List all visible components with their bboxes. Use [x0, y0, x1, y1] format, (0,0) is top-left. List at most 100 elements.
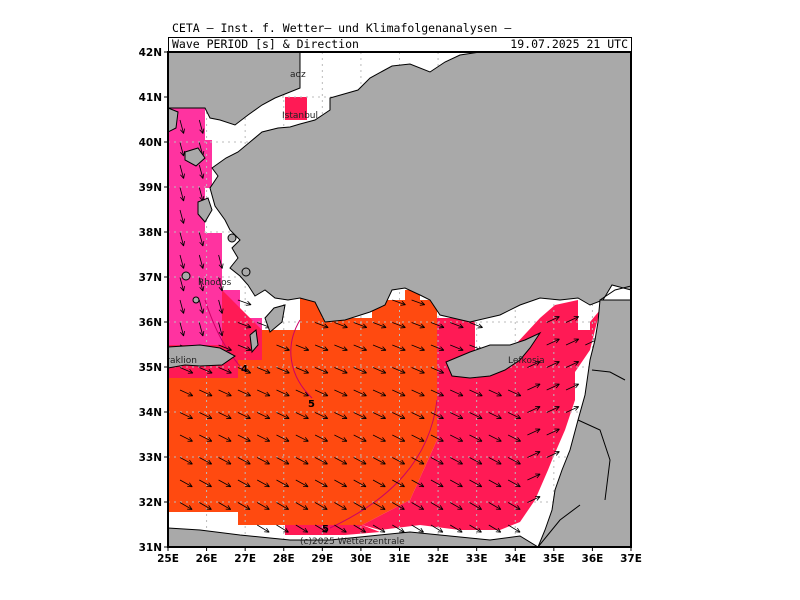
direction-arrow	[430, 389, 444, 397]
direction-arrow	[295, 502, 309, 510]
lat-label: 38N	[139, 227, 162, 239]
direction-arrow	[314, 344, 329, 352]
direction-arrow	[430, 479, 444, 488]
contour-4	[204, 299, 246, 373]
direction-arrow	[218, 479, 232, 488]
lon-label: 33E	[466, 553, 488, 565]
field-aegean	[168, 108, 262, 345]
direction-arrow	[527, 473, 541, 481]
direction-arrow	[295, 412, 309, 419]
direction-arrow	[450, 457, 463, 465]
direction-arrow	[430, 524, 444, 533]
direction-arrow	[353, 502, 367, 510]
direction-arrow	[411, 412, 425, 419]
direction-arrow	[199, 412, 213, 419]
direction-arrow	[334, 389, 348, 397]
direction-arrow	[334, 367, 348, 374]
contour-labels: 4 5 5	[241, 364, 329, 535]
field-5-6s	[168, 290, 437, 525]
direction-arrow	[546, 428, 560, 436]
direction-arrow	[237, 412, 251, 419]
direction-arrow	[256, 502, 270, 510]
direction-arrow	[450, 412, 464, 419]
land-crete	[168, 344, 236, 369]
direction-arrow	[546, 338, 560, 346]
direction-arrow	[295, 389, 309, 397]
direction-arrow	[218, 434, 232, 442]
direction-arrow	[392, 322, 406, 329]
land-karpathos	[249, 329, 259, 354]
direction-arrow	[411, 479, 425, 488]
direction-arrow	[334, 479, 347, 488]
direction-arrow	[392, 344, 406, 352]
direction-arrow	[198, 254, 205, 269]
lon-label: 34E	[504, 553, 526, 565]
direction-arrow	[430, 412, 444, 419]
direction-arrow	[179, 434, 193, 442]
direction-arrow	[546, 406, 560, 413]
direction-arrow	[372, 479, 386, 488]
lon-label: 29E	[311, 553, 333, 565]
direction-arrow	[276, 344, 290, 352]
direction-arrow	[295, 367, 309, 374]
direction-arrow	[179, 412, 193, 419]
product-title: Wave PERIOD [s] & Direction	[172, 37, 359, 51]
direction-arrow	[372, 389, 387, 397]
direction-arrow	[237, 322, 252, 329]
lat-label: 37N	[139, 272, 162, 284]
direction-arrow	[449, 524, 463, 533]
direction-arrow	[257, 434, 271, 442]
direction-arrow	[527, 361, 541, 368]
lat-label: 36N	[139, 317, 162, 329]
direction-arrow	[372, 322, 387, 329]
direction-arrow	[334, 457, 348, 465]
lon-label: 37E	[620, 553, 642, 565]
direction-arrow	[276, 479, 290, 488]
lat-label: 34N	[139, 407, 162, 419]
direction-arrow	[218, 344, 232, 352]
direction-arrow	[372, 502, 386, 510]
contour-5b	[329, 399, 438, 529]
land-thrace	[168, 52, 301, 126]
direction-arrow	[353, 367, 367, 374]
direction-arrow	[314, 434, 328, 442]
direction-arrow	[334, 524, 347, 533]
land-chios	[197, 197, 213, 223]
direction-arrow	[218, 389, 232, 397]
land-samos	[227, 233, 237, 243]
direction-arrow	[179, 457, 193, 465]
land-lesbos	[184, 147, 206, 167]
direction-arrow	[218, 254, 224, 269]
institute-title: CETA — Inst. f. Wetter— und Klimafolgena…	[172, 21, 512, 35]
border-syria-turkey	[599, 285, 631, 301]
direction-arrow	[199, 457, 212, 465]
direction-arrow	[430, 457, 444, 465]
direction-arrow	[257, 412, 271, 419]
direction-arrow	[353, 457, 367, 465]
direction-arrow	[198, 119, 205, 134]
direction-arrow	[179, 119, 185, 134]
direction-arrow	[314, 322, 329, 329]
direction-arrow	[218, 277, 224, 292]
label-istanbul: Istanbul	[282, 111, 318, 121]
direction-arrow	[198, 277, 205, 292]
lat-label: 39N	[139, 182, 162, 194]
direction-arrow	[314, 479, 328, 488]
direction-arrow	[430, 344, 445, 352]
direction-arrow	[314, 389, 329, 397]
lon-label: 35E	[543, 553, 565, 565]
direction-arrow	[314, 367, 329, 374]
direction-arrow	[392, 479, 405, 488]
direction-arrow	[198, 299, 205, 314]
direction-arrow	[507, 412, 522, 419]
direction-arrow	[295, 344, 310, 352]
direction-arrow	[488, 502, 502, 510]
direction-arrow	[276, 367, 290, 374]
direction-arrow	[372, 434, 386, 442]
lat-label: 40N	[139, 137, 162, 149]
land-greece	[168, 107, 179, 133]
direction-arrow	[295, 434, 309, 442]
direction-arrow	[488, 389, 502, 397]
direction-arrow	[469, 524, 482, 533]
direction-arrow	[488, 457, 502, 465]
